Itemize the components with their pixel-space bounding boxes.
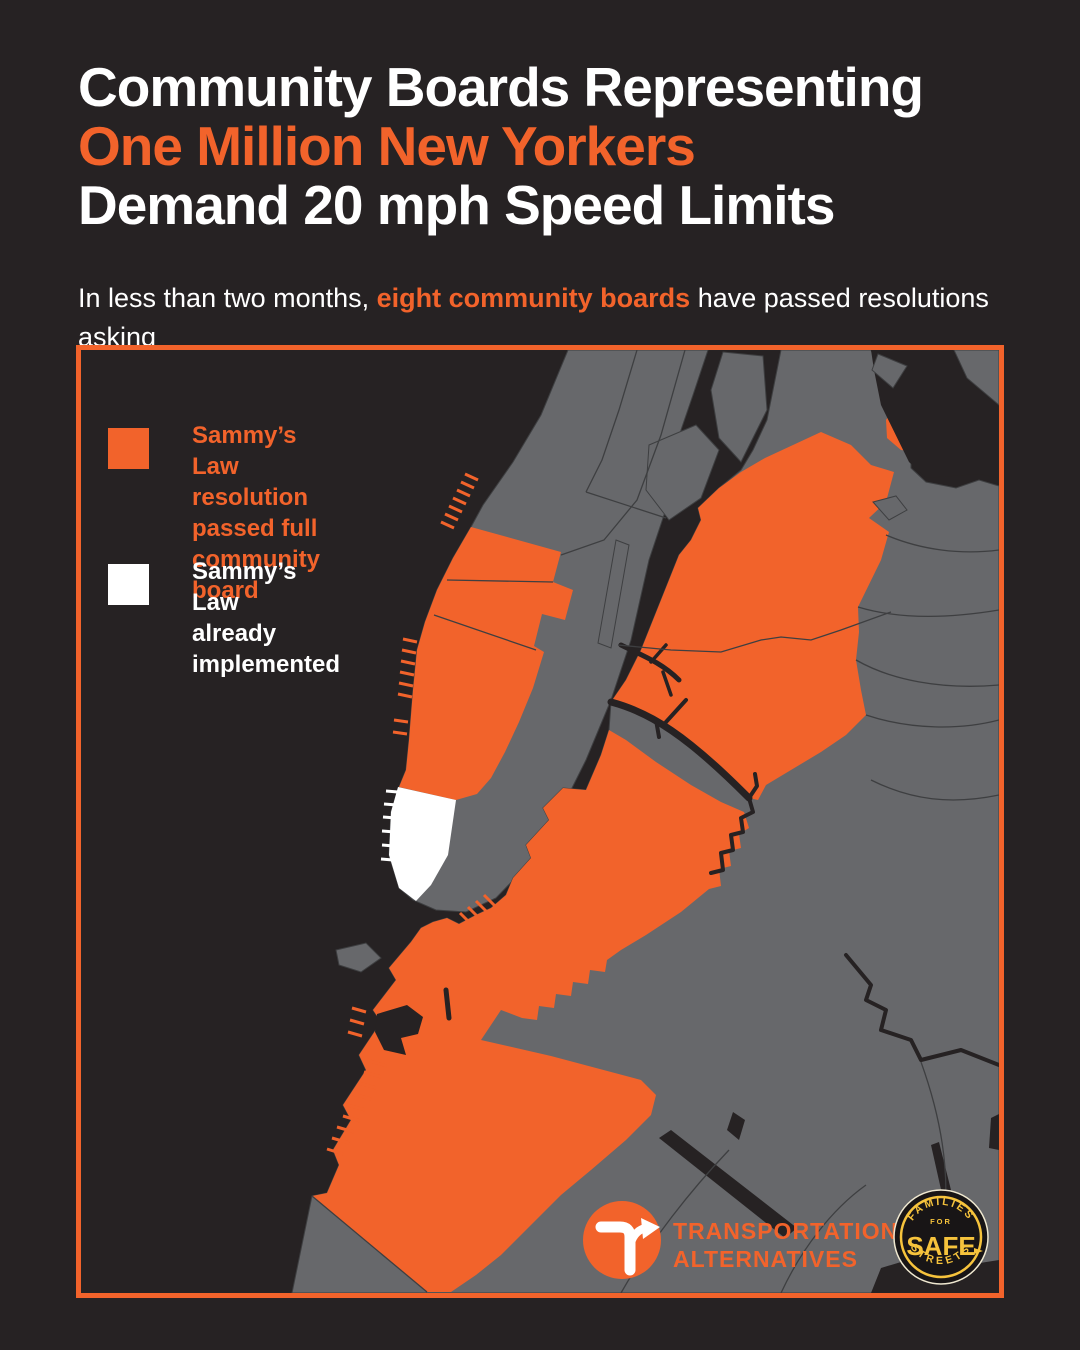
piers-white-layer bbox=[380, 789, 399, 862]
river-lines-layer bbox=[443, 642, 999, 1067]
fss-badge-circle bbox=[893, 1189, 989, 1285]
page-title: Community Boards Representing One Millio… bbox=[78, 56, 924, 236]
fss-badge: FAMILIES FOR SAFE STREETS bbox=[893, 1189, 989, 1285]
newtown-creek-branch-south bbox=[654, 718, 661, 739]
water-top-right bbox=[871, 350, 999, 478]
brooklyn-line-2 bbox=[780, 1184, 867, 1293]
lower-manhattan-piers bbox=[380, 789, 399, 862]
legend-label-passed: Sammy’s Law resolution passed full commu… bbox=[192, 420, 320, 606]
islet-b bbox=[872, 495, 908, 521]
fss-badge-arrow bbox=[974, 1248, 983, 1254]
district-manhattan-west bbox=[399, 527, 573, 800]
bronx-kill-branch-2 bbox=[661, 670, 673, 697]
newtown-creek bbox=[607, 698, 753, 802]
brooklyn-queens-border-creek bbox=[709, 796, 755, 875]
corner-wedge-island bbox=[953, 350, 999, 406]
title-line-3: Demand 20 mph Speed Limits bbox=[78, 174, 835, 236]
bronx-kill-branch-1 bbox=[649, 643, 668, 664]
manhattan-line-b bbox=[585, 350, 638, 493]
manhattan-line-cross bbox=[585, 491, 667, 519]
manhattan-line-a bbox=[560, 350, 686, 556]
nyc-community-board-map: TRANSPORTATION ALTERNATIVES FAMILIES FOR… bbox=[81, 350, 999, 1293]
legend-implemented-line2: already implemented bbox=[192, 620, 341, 678]
manhattan-orange-divider-1 bbox=[433, 614, 537, 651]
brooklyn-heights-piers bbox=[458, 893, 497, 926]
subtitle-pre: In less than two months, bbox=[78, 283, 377, 313]
district-lower-manhattan bbox=[389, 787, 456, 901]
legend-passed-line2: resolution passed full bbox=[192, 484, 318, 542]
waterway-streak bbox=[659, 1130, 797, 1238]
red-hook-piers bbox=[347, 1006, 367, 1038]
gowanus-canal bbox=[443, 987, 452, 1021]
ta-logo: TRANSPORTATION ALTERNATIVES bbox=[583, 1201, 898, 1279]
ta-logo-arrowhead bbox=[641, 1218, 660, 1239]
piers-orange-layer bbox=[326, 472, 497, 1156]
east-bronx-line-2 bbox=[857, 606, 999, 618]
roosevelt-island bbox=[597, 539, 630, 649]
sunset-park-piers bbox=[326, 1059, 388, 1156]
map-panel: TRANSPORTATION ALTERNATIVES FAMILIES FOR… bbox=[76, 345, 1004, 1298]
islet-layer bbox=[871, 350, 999, 521]
bay-ridge-line bbox=[311, 1195, 428, 1293]
district-brooklyn bbox=[312, 730, 749, 1292]
subtitle-highlight: eight community boards bbox=[376, 283, 691, 313]
newtown-creek-branch-north bbox=[664, 698, 688, 724]
district-bronx-queens bbox=[611, 432, 894, 800]
randalls-island bbox=[645, 424, 720, 521]
creek-spur bbox=[747, 772, 759, 800]
manhattan-piers-low bbox=[392, 718, 409, 736]
ta-wordmark-line1: TRANSPORTATION bbox=[673, 1218, 898, 1244]
implemented-district-layer bbox=[389, 787, 456, 901]
legend-implemented-line1: Sammy’s Law bbox=[192, 558, 297, 616]
queens-line-2 bbox=[855, 659, 999, 687]
fss-badge-ring bbox=[899, 1195, 983, 1279]
fss-badge-for: FOR bbox=[930, 1217, 952, 1226]
ta-wordmark-line2: ALTERNATIVES bbox=[673, 1246, 858, 1272]
legend-swatch-passed bbox=[108, 428, 149, 469]
manhattan-piers-upper bbox=[440, 472, 479, 530]
manhattan-piers-mid bbox=[397, 637, 418, 699]
title-line-2: One Million New Yorkers bbox=[78, 115, 696, 177]
marble-hill-land bbox=[710, 351, 768, 463]
legend-passed-line1: Sammy’s Law bbox=[192, 422, 297, 480]
bronx-kill-arm bbox=[618, 642, 682, 683]
district-boundaries-layer bbox=[311, 350, 999, 1293]
small-creek-1 bbox=[727, 1112, 745, 1140]
legend-passed-line3: community board bbox=[192, 546, 321, 604]
legend-swatch-implemented bbox=[108, 564, 149, 605]
ta-logo-circle bbox=[583, 1201, 661, 1279]
bronx-queens-divider bbox=[617, 611, 892, 653]
small-creek-3 bbox=[989, 1114, 999, 1150]
queens-line-1 bbox=[865, 714, 999, 728]
fss-badge-safe: SAFE bbox=[906, 1231, 975, 1261]
queens-line-3 bbox=[870, 779, 999, 801]
islet-a bbox=[871, 353, 908, 389]
flushing-creek-zigzag bbox=[844, 953, 999, 1067]
east-bronx-line-1 bbox=[885, 534, 999, 553]
title-line-1: Community Boards Representing bbox=[78, 56, 924, 118]
legend-label-implemented: Sammy’s Law already implemented bbox=[192, 556, 340, 680]
governors-island bbox=[335, 942, 382, 973]
erie-basin-inlet bbox=[375, 1005, 423, 1055]
manhattan-orange-divider-2 bbox=[446, 579, 554, 583]
